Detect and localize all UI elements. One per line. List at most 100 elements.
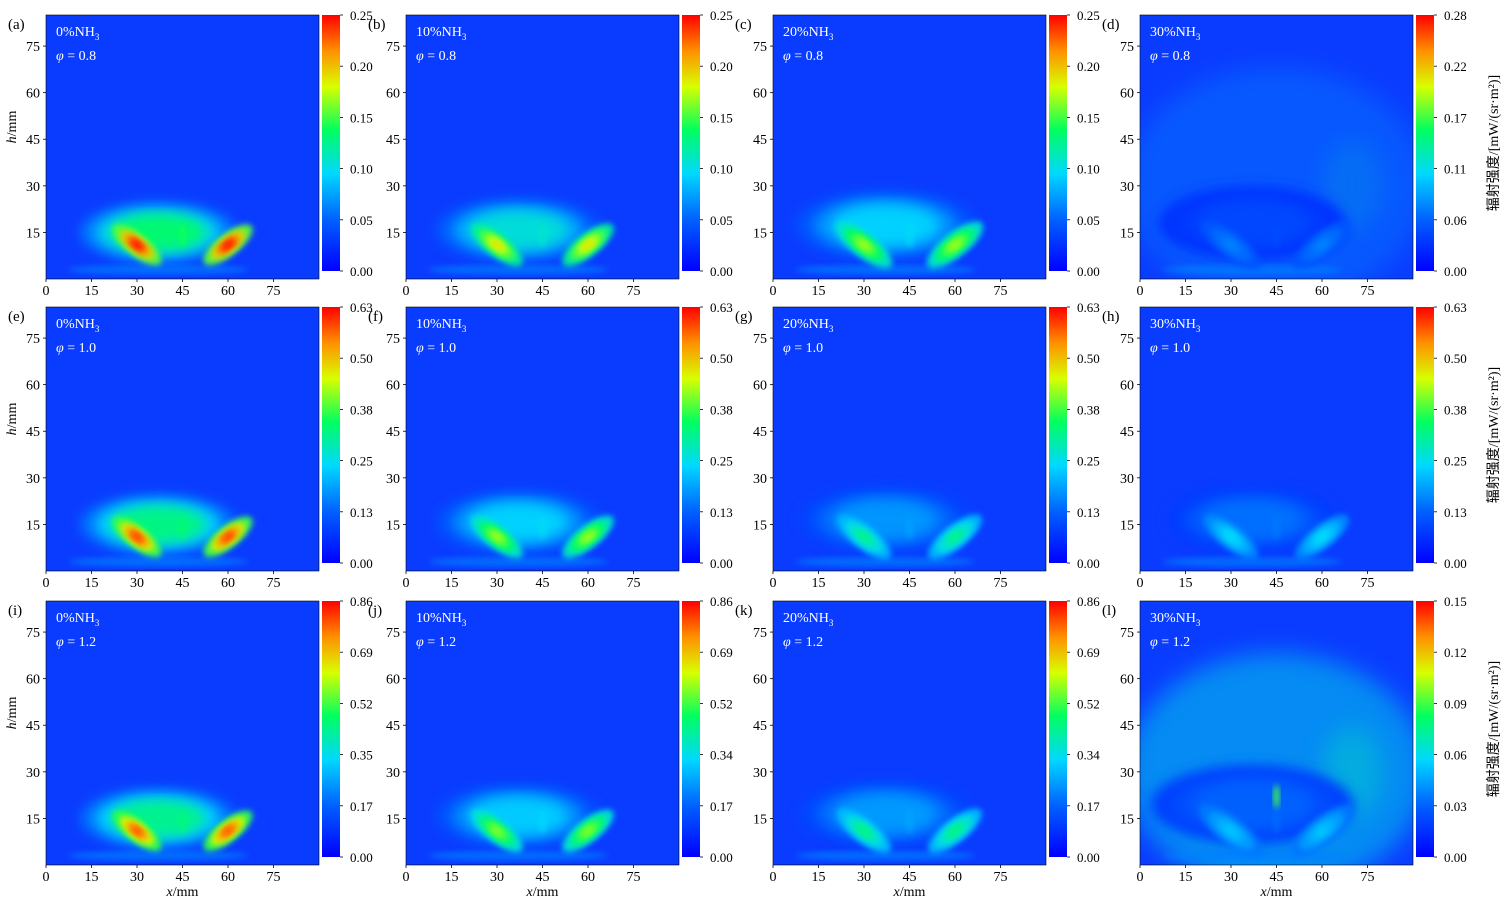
flame-center-streak [1273, 784, 1280, 809]
x-tick-label: 45 [1270, 284, 1284, 299]
nh3-annotation: 20%NH3 [783, 25, 834, 42]
burner-rim [428, 850, 609, 861]
y-tick-label: 45 [1120, 133, 1134, 148]
colorbar-tick-label: 0.10 [350, 162, 373, 177]
heatmap-field [46, 15, 319, 279]
y-tick-label: 45 [26, 425, 40, 440]
x-tick-label: 75 [1361, 576, 1375, 591]
y-tick-label: 75 [1120, 626, 1134, 641]
x-tick-label: 45 [1270, 576, 1284, 591]
y-tick-label: 60 [753, 87, 767, 102]
colorbar-tick-label: 0.50 [710, 351, 733, 366]
heatmap-field [406, 601, 679, 865]
x-tick-label: 60 [1315, 870, 1329, 885]
colorbar [1416, 307, 1434, 563]
y-tick-label: 15 [1120, 518, 1134, 533]
burner-rim [68, 556, 249, 567]
nh3-annotation: 0%NH3 [56, 25, 100, 42]
heatmap-field [46, 601, 319, 865]
y-tick-label: 45 [26, 133, 40, 148]
y-tick-label: 15 [26, 812, 40, 827]
flame-lobe [1224, 824, 1238, 837]
heatmap-field [1140, 15, 1413, 279]
phi-annotation: φ = 0.8 [56, 49, 96, 64]
phi-annotation: φ = 1.0 [1150, 341, 1190, 356]
colorbar-tick-label: 0.06 [1444, 748, 1467, 763]
x-tick-label: 0 [1137, 576, 1144, 591]
flame-center-streak [538, 223, 547, 248]
flame-center-streak [1272, 223, 1281, 248]
panel-label: (a) [8, 17, 25, 33]
x-tick-label: 75 [627, 284, 641, 299]
colorbar-tick-label: 0.86 [350, 594, 373, 609]
colorbar-tick-label: 0.11 [1444, 162, 1466, 177]
colorbar-tick-label: 0.38 [710, 402, 733, 417]
x-tick-label: 0 [770, 576, 777, 591]
flame-center-streak [905, 809, 914, 834]
y-tick-label: 75 [26, 40, 40, 55]
colorbar-tick-label: 0.00 [1077, 264, 1100, 279]
y-tick-label: 75 [1120, 332, 1134, 347]
colorbar-tick-label: 0.25 [710, 454, 733, 469]
y-tick-label: 60 [1120, 87, 1134, 102]
flame-center-streak [178, 223, 187, 248]
y-tick-label: 60 [753, 673, 767, 688]
x-tick-label: 30 [857, 870, 871, 885]
x-tick-label: 60 [221, 576, 235, 591]
y-tick-label: 45 [1120, 719, 1134, 734]
y-tick-label: 75 [386, 626, 400, 641]
x-tick-label: 0 [403, 870, 410, 885]
heatmap-field [773, 307, 1046, 571]
colorbar-tick-label: 0.35 [350, 748, 373, 763]
y-tick-label: 45 [753, 425, 767, 440]
y-tick-label: 15 [26, 518, 40, 533]
x-tick-label: 75 [267, 284, 281, 299]
x-tick-label: 30 [130, 576, 144, 591]
panel-label: (f) [368, 309, 383, 325]
phi-annotation: φ = 0.8 [783, 49, 823, 64]
colorbar-tick-label: 0.22 [1444, 59, 1467, 74]
y-tick-label: 45 [26, 719, 40, 734]
colorbar [682, 601, 700, 857]
flame-lobe [222, 240, 234, 250]
burner-rim [1162, 556, 1343, 567]
flame-lobe [1316, 531, 1328, 542]
colorbar-tick-label: 0.00 [350, 556, 373, 571]
colorbar-tick-label: 0.69 [710, 645, 733, 660]
flame-center-streak [538, 809, 547, 834]
y-tick-label: 45 [753, 719, 767, 734]
nh3-annotation: 30%NH3 [1150, 25, 1201, 42]
colorbar [1049, 15, 1067, 271]
x-tick-label: 30 [490, 576, 504, 591]
burner-rim [428, 556, 609, 567]
phi-annotation: φ = 0.8 [416, 49, 456, 64]
x-tick-label: 15 [445, 576, 459, 591]
x-tick-label: 0 [43, 576, 50, 591]
flame-lobe [1225, 531, 1237, 542]
y-tick-label: 30 [26, 766, 40, 781]
heatmap-field [406, 15, 679, 279]
x-tick-label: 15 [445, 870, 459, 885]
y-tick-label: 30 [386, 472, 400, 487]
y-tick-label: 15 [1120, 812, 1134, 827]
colorbar-tick-label: 0.13 [1444, 505, 1467, 520]
colorbar-tick-label: 0.00 [1444, 264, 1467, 279]
colorbar-tick-label: 0.00 [350, 850, 373, 865]
y-tick-label: 60 [26, 379, 40, 394]
x-tick-label: 15 [1179, 284, 1193, 299]
y-tick-label: 15 [386, 812, 400, 827]
y-tick-label: 75 [753, 40, 767, 55]
colorbar-tick-label: 0.52 [1077, 696, 1100, 711]
phi-annotation: φ = 1.0 [783, 341, 823, 356]
x-tick-label: 15 [1179, 576, 1193, 591]
panel-label: (i) [8, 603, 22, 619]
colorbar-tick-label: 0.17 [350, 799, 373, 814]
colorbar [322, 307, 340, 563]
x-tick-label: 60 [948, 576, 962, 591]
flame-center-streak [905, 223, 914, 248]
colorbar [1416, 15, 1434, 271]
y-tick-label: 30 [1120, 180, 1134, 195]
